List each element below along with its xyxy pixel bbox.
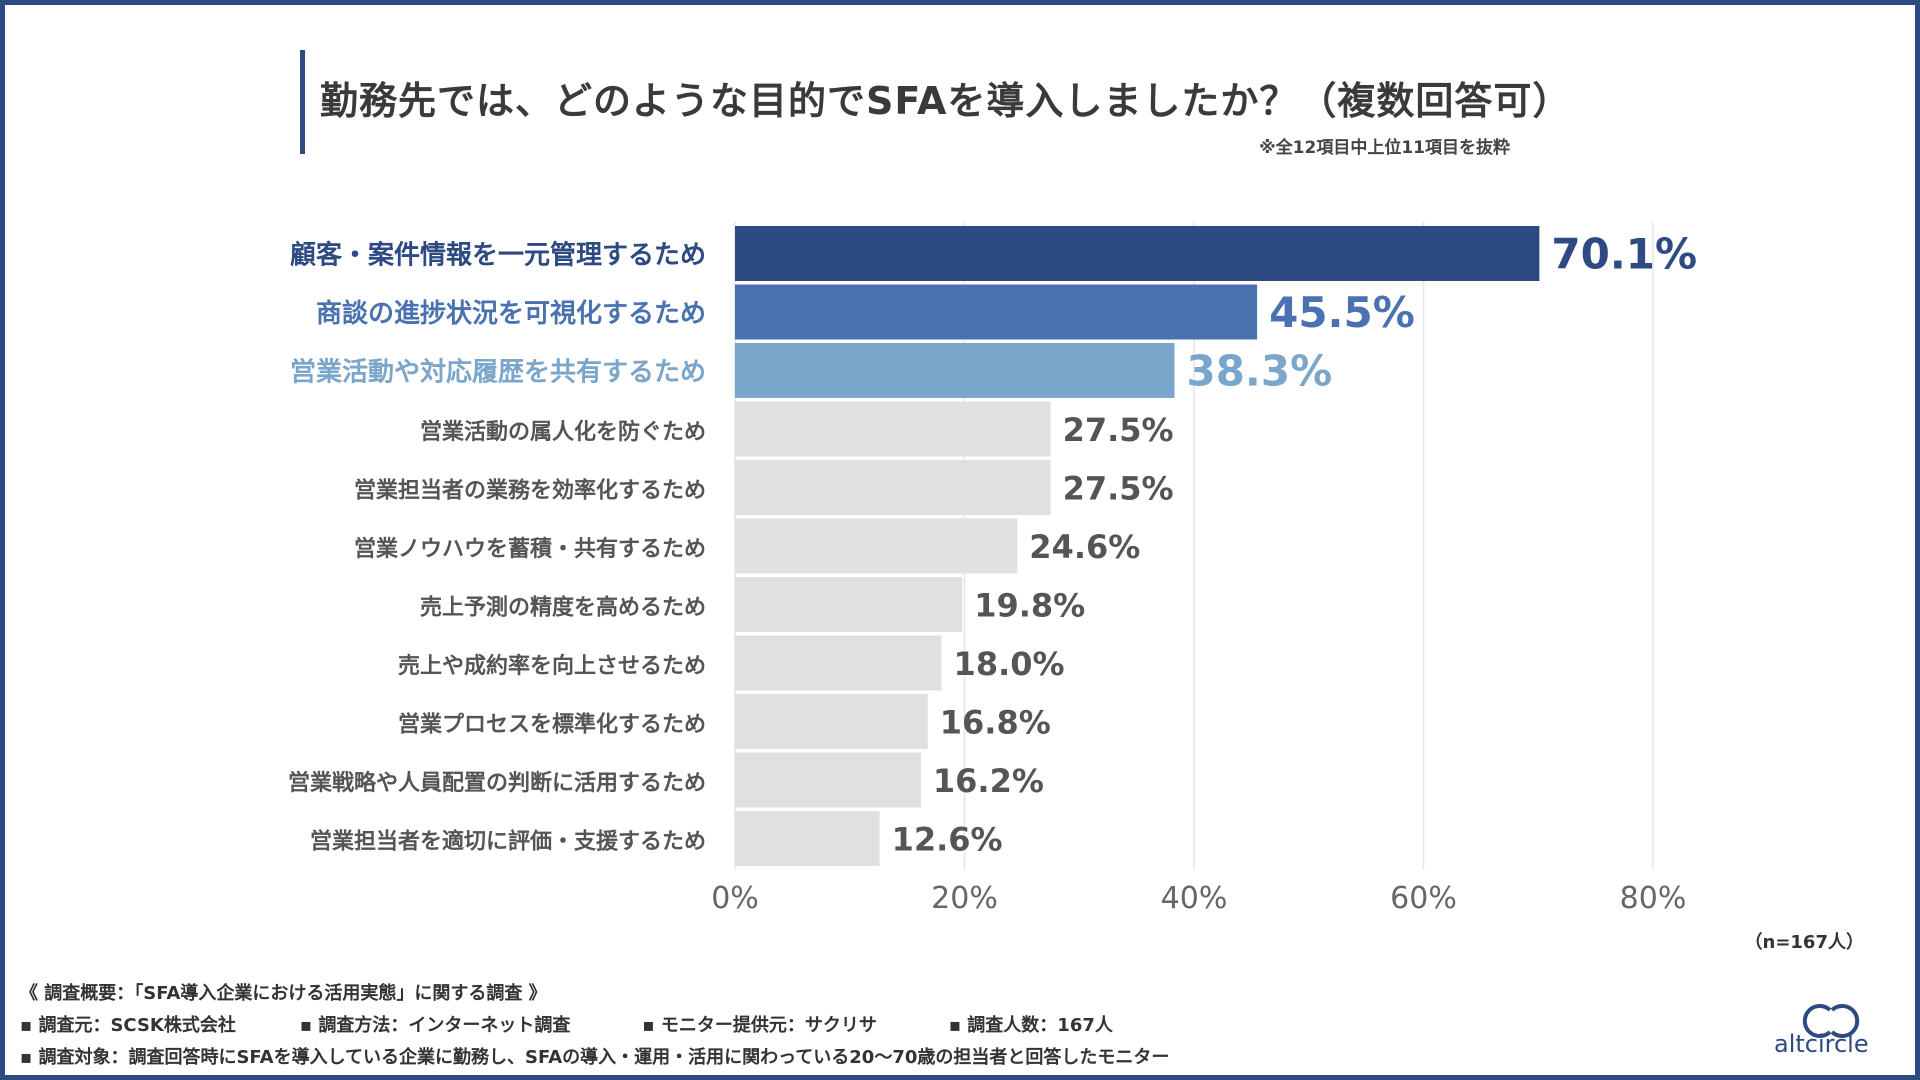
bar (735, 518, 1018, 574)
survey-item: ▪ 調査人数：167人 (948, 1015, 1113, 1036)
survey-item: ▪ 調査方法：インターネット調査 (299, 1015, 571, 1036)
survey-heading: 《 調査概要：「SFA導入企業における活用実態」に関する調査 》 (20, 983, 547, 1004)
value-label: 38.3% (1186, 347, 1332, 396)
category-label: 営業活動の属人化を防ぐため (420, 419, 706, 445)
bar (735, 284, 1258, 340)
x-tick-label: 20% (931, 881, 998, 916)
sample-size-label: （n=167人） (1744, 932, 1864, 953)
bar (735, 811, 880, 866)
chart-title: 勤務先では、どのような目的でSFAを導入しましたか？（複数回答可） (320, 79, 1572, 123)
bar (735, 694, 928, 749)
title-note: ※全12項目中上位11項目を抜粋 (1259, 138, 1510, 158)
survey-items: ▪ 調査元：SCSK株式会社 ▪ 調査方法：インターネット調査 ▪ モニター提供… (20, 1010, 1169, 1042)
bar (735, 460, 1051, 515)
value-label: 16.8% (940, 704, 1051, 742)
category-label: 営業担当者を適切に評価・支援するため (310, 829, 706, 855)
value-label: 18.0% (954, 645, 1065, 683)
x-tick-label: 80% (1620, 881, 1687, 916)
value-label: 45.5% (1269, 288, 1415, 337)
value-label: 27.5% (1063, 411, 1174, 449)
category-label: 売上予測の精度を高めるため (420, 595, 706, 621)
survey-overview: 《 調査概要：「SFA導入企業における活用実態」に関する調査 》 ▪ 調査元：S… (20, 978, 1169, 1074)
x-tick-label: 0% (711, 881, 759, 916)
survey-item: ▪ 調査元：SCSK株式会社 (20, 1015, 236, 1036)
bar (735, 226, 1540, 281)
bar (735, 635, 942, 691)
bar (735, 343, 1175, 398)
category-label: 営業プロセスを標準化するため (398, 712, 706, 738)
category-label: 顧客・案件情報を一元管理するため (290, 240, 706, 271)
value-label: 70.1% (1551, 230, 1697, 279)
category-label: 営業戦略や人員配置の判断に活用するため (288, 770, 706, 796)
category-label: 営業担当者の業務を効率化するため (354, 478, 706, 504)
survey-target: ▪ 調査対象：調査回答時にSFAを導入している企業に勤務し、SFAの導入・運用・… (20, 1047, 1170, 1068)
value-label: 16.2% (933, 762, 1044, 800)
bar (735, 401, 1051, 457)
bar (735, 752, 921, 808)
value-label: 12.6% (892, 821, 1003, 859)
category-label: 営業ノウハウを蓄積・共有するため (354, 536, 706, 562)
x-tick-label: 40% (1161, 881, 1228, 916)
category-label: 商談の進捗状況を可視化するため (316, 298, 706, 329)
x-tick-label: 60% (1390, 881, 1457, 916)
value-label: 19.8% (974, 587, 1085, 625)
title-accent-bar (300, 50, 305, 154)
logo-text: altcircle (1774, 1030, 1869, 1058)
value-label: 27.5% (1063, 470, 1174, 508)
value-label: 24.6% (1029, 528, 1140, 566)
category-label: 売上や成約率を向上させるため (398, 653, 706, 679)
category-label: 営業活動や対応履歴を共有するため (290, 357, 706, 388)
survey-item: ▪ モニター提供元：サクリサ (642, 1015, 877, 1036)
altcircle-logo-icon (1802, 1004, 1860, 1038)
bar (735, 577, 963, 632)
